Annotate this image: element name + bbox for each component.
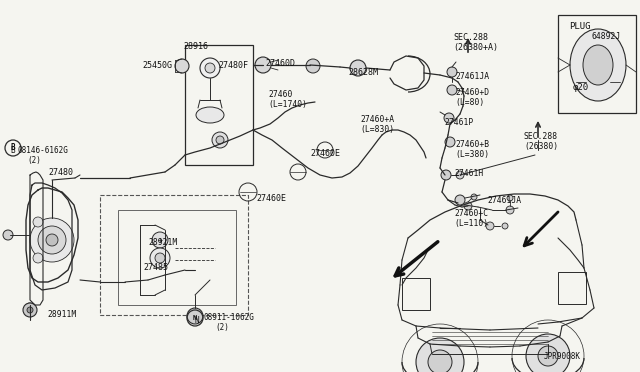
Text: B: B bbox=[11, 146, 15, 155]
Text: (L=80): (L=80) bbox=[455, 98, 484, 107]
Text: 27485: 27485 bbox=[143, 263, 168, 272]
Circle shape bbox=[486, 222, 494, 230]
Circle shape bbox=[538, 346, 558, 366]
Text: (L=830): (L=830) bbox=[360, 125, 394, 134]
Circle shape bbox=[216, 136, 224, 144]
Circle shape bbox=[441, 170, 451, 180]
Bar bbox=[185, 45, 253, 165]
Ellipse shape bbox=[583, 45, 613, 85]
Text: (26380): (26380) bbox=[524, 142, 558, 151]
Circle shape bbox=[155, 253, 165, 263]
Bar bbox=[100, 195, 248, 315]
Text: B: B bbox=[11, 144, 15, 153]
Circle shape bbox=[27, 307, 33, 313]
Text: (L=1740): (L=1740) bbox=[268, 100, 307, 109]
Text: 27461JA: 27461JA bbox=[487, 196, 521, 205]
Text: 08146-6162G: 08146-6162G bbox=[18, 146, 69, 155]
Circle shape bbox=[38, 226, 66, 254]
Text: 27460+A: 27460+A bbox=[360, 115, 394, 124]
Circle shape bbox=[471, 194, 477, 200]
Text: 28628M: 28628M bbox=[348, 68, 378, 77]
Circle shape bbox=[447, 85, 457, 95]
Text: 27460D: 27460D bbox=[265, 59, 295, 68]
Circle shape bbox=[3, 230, 13, 240]
Text: 27460+C: 27460+C bbox=[454, 209, 488, 218]
Circle shape bbox=[200, 58, 220, 78]
Text: 64892J: 64892J bbox=[592, 32, 621, 41]
Circle shape bbox=[464, 202, 472, 210]
Text: SEC.288: SEC.288 bbox=[524, 132, 558, 141]
Circle shape bbox=[175, 59, 189, 73]
Text: 28921M: 28921M bbox=[148, 238, 177, 247]
Text: N: N bbox=[193, 315, 197, 321]
Circle shape bbox=[455, 195, 465, 205]
Text: 08911-1062G: 08911-1062G bbox=[204, 313, 255, 322]
Circle shape bbox=[152, 232, 168, 248]
Text: (L=110): (L=110) bbox=[454, 219, 488, 228]
Text: (26380+A): (26380+A) bbox=[453, 43, 498, 52]
Circle shape bbox=[25, 303, 35, 313]
Circle shape bbox=[33, 253, 43, 263]
Text: (2): (2) bbox=[215, 323, 229, 332]
Text: 27460E: 27460E bbox=[256, 194, 286, 203]
Circle shape bbox=[526, 334, 570, 372]
Bar bbox=[118, 210, 236, 305]
Text: 27461H: 27461H bbox=[454, 169, 483, 178]
Circle shape bbox=[506, 206, 514, 214]
Text: 27480: 27480 bbox=[48, 168, 73, 177]
Text: JPR9008K: JPR9008K bbox=[544, 352, 581, 361]
Text: 28916: 28916 bbox=[184, 42, 209, 51]
Text: 27460E: 27460E bbox=[310, 149, 340, 158]
Ellipse shape bbox=[196, 107, 224, 123]
Circle shape bbox=[255, 57, 271, 73]
Circle shape bbox=[447, 67, 457, 77]
Circle shape bbox=[33, 217, 43, 227]
Text: (2): (2) bbox=[27, 156, 41, 165]
Bar bbox=[402, 278, 430, 310]
Circle shape bbox=[350, 60, 366, 76]
Circle shape bbox=[456, 171, 464, 179]
Text: φ20: φ20 bbox=[573, 83, 589, 92]
Circle shape bbox=[187, 308, 203, 324]
Text: (L=380): (L=380) bbox=[455, 150, 489, 159]
Circle shape bbox=[445, 137, 455, 147]
Circle shape bbox=[507, 195, 513, 201]
Circle shape bbox=[444, 113, 454, 123]
Circle shape bbox=[23, 303, 37, 317]
Bar bbox=[558, 272, 586, 304]
Circle shape bbox=[150, 248, 170, 268]
Text: SEC.288: SEC.288 bbox=[453, 33, 488, 42]
Text: 28911M: 28911M bbox=[47, 310, 76, 319]
Bar bbox=[558, 15, 636, 113]
Text: PLUG: PLUG bbox=[569, 22, 591, 31]
Circle shape bbox=[46, 234, 58, 246]
Circle shape bbox=[416, 338, 464, 372]
Ellipse shape bbox=[570, 29, 626, 101]
Circle shape bbox=[502, 223, 508, 229]
Text: 27460+B: 27460+B bbox=[455, 140, 489, 149]
Text: 27460: 27460 bbox=[268, 90, 292, 99]
Text: 25450G: 25450G bbox=[142, 61, 172, 70]
Circle shape bbox=[306, 59, 320, 73]
Circle shape bbox=[205, 63, 215, 73]
Text: 27461P: 27461P bbox=[444, 118, 473, 127]
Circle shape bbox=[30, 218, 74, 262]
Text: 27480F: 27480F bbox=[218, 61, 248, 70]
Circle shape bbox=[428, 350, 452, 372]
Text: 27461JA: 27461JA bbox=[455, 72, 489, 81]
Text: 27460+D: 27460+D bbox=[455, 88, 489, 97]
Text: N: N bbox=[195, 316, 199, 325]
Circle shape bbox=[212, 132, 228, 148]
